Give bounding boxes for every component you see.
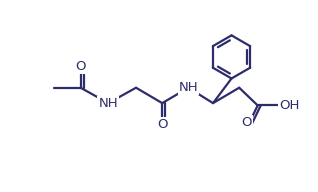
Text: O: O [157, 118, 168, 131]
Text: O: O [242, 116, 252, 129]
Text: NH: NH [179, 81, 198, 94]
Text: O: O [75, 60, 86, 73]
Text: OH: OH [279, 99, 300, 112]
Text: NH: NH [99, 97, 118, 110]
